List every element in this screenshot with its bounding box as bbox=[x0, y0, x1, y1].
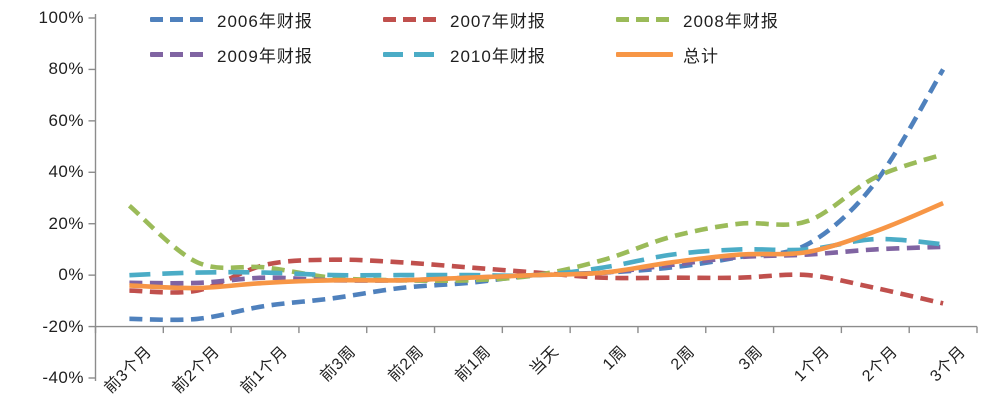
legend: 2006年财报 2007年财报 2008年财报 2009年财报 2010年财报 总计 bbox=[150, 7, 856, 67]
legend-label: 总计 bbox=[683, 47, 719, 66]
legend-label: 2006年财报 bbox=[217, 12, 313, 31]
y-tick-label: 80% bbox=[48, 59, 84, 79]
y-tick-label: 20% bbox=[48, 213, 84, 233]
series-line-5 bbox=[129, 200, 944, 291]
legend-line-sample bbox=[616, 17, 673, 22]
legend-item: 2007年财报 bbox=[383, 7, 616, 32]
y-tick-label: 40% bbox=[48, 162, 84, 182]
legend-line-sample bbox=[383, 52, 440, 57]
legend-item: 2008年财报 bbox=[616, 7, 856, 32]
legend-line-sample bbox=[383, 17, 440, 22]
series-line-2 bbox=[127, 152, 944, 284]
legend-label: 2008年财报 bbox=[683, 12, 779, 31]
legend-line-sample bbox=[616, 52, 673, 57]
legend-item: 2009年财报 bbox=[150, 42, 383, 67]
series-line-1 bbox=[129, 257, 944, 306]
legend-item: 2006年财报 bbox=[150, 7, 383, 32]
legend-item: 2010年财报 bbox=[383, 42, 616, 67]
series-line-3 bbox=[129, 244, 944, 286]
legend-label: 2007年财报 bbox=[450, 12, 546, 31]
y-tick-label: -20% bbox=[42, 316, 84, 336]
y-tick-label: 0% bbox=[58, 265, 84, 285]
legend-label: 2010年财报 bbox=[450, 47, 546, 66]
legend-item: 总计 bbox=[616, 42, 856, 67]
legend-line-sample bbox=[150, 52, 207, 57]
legend-line-sample bbox=[150, 17, 207, 22]
y-tick-label: -40% bbox=[42, 368, 84, 387]
y-tick-label: 60% bbox=[48, 110, 84, 130]
y-tick-label: 100% bbox=[38, 8, 84, 27]
legend-label: 2009年财报 bbox=[217, 47, 313, 66]
